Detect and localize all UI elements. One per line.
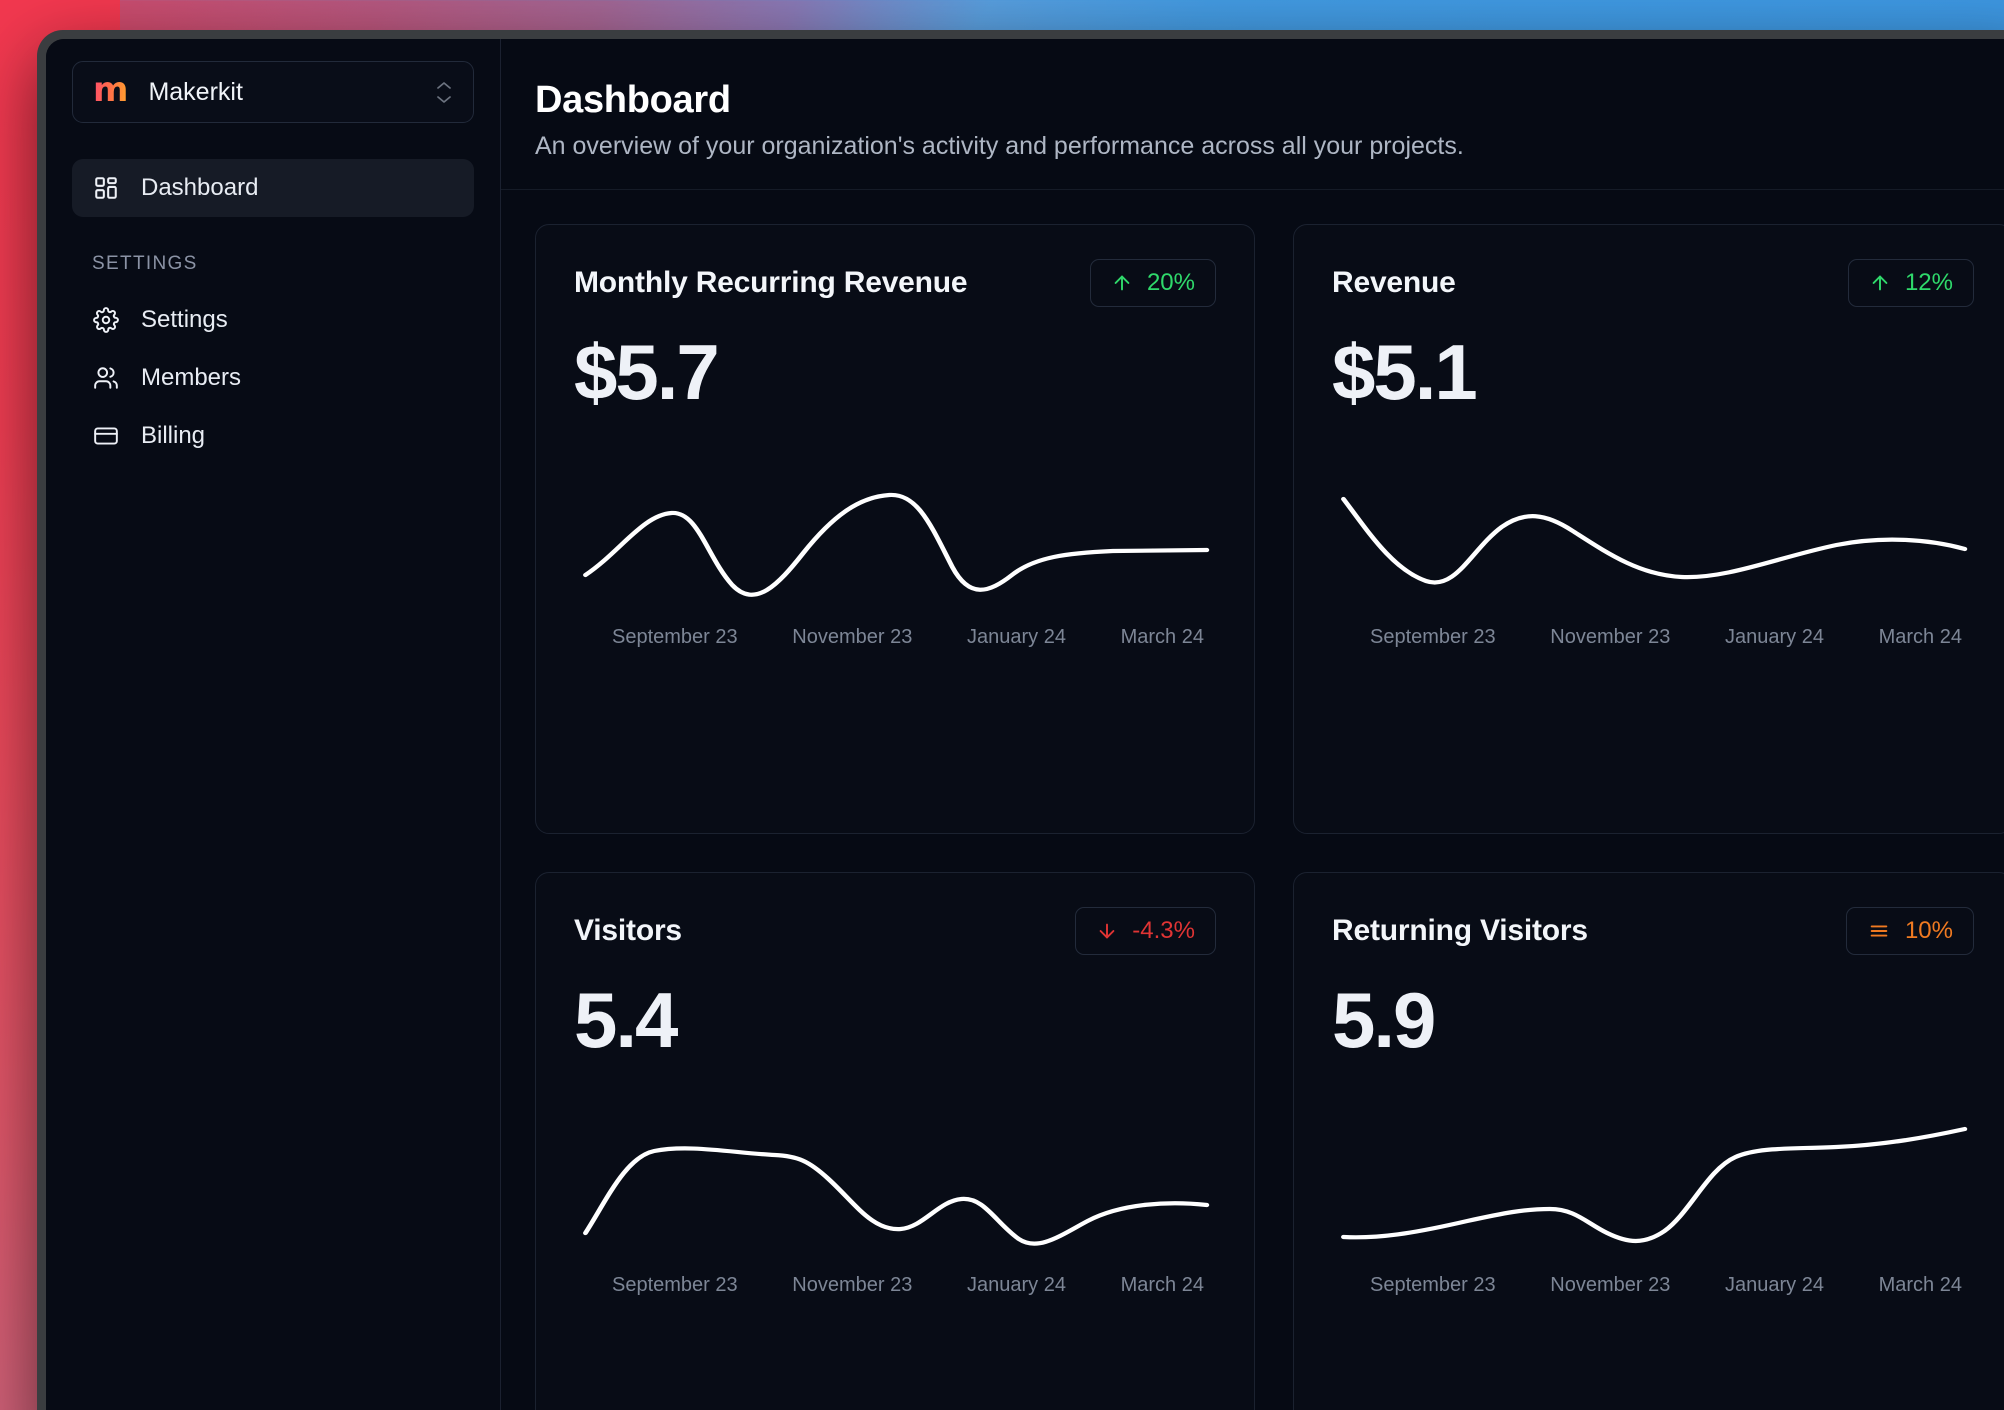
app-window: m Makerkit [37, 30, 2004, 1410]
badge-value: 10% [1904, 917, 1953, 944]
metric-card-monthly-recurring-revenue: Monthly Recurring Revenue 20% $5.7 Sep [535, 224, 1255, 834]
sidebar-item-label: Dashboard [141, 174, 259, 201]
card-value: $5.1 [1332, 328, 1478, 416]
card-value: 5.9 [1332, 976, 1436, 1064]
main-content: Dashboard An overview of your organizati… [501, 39, 2004, 1410]
page-header: Dashboard An overview of your organizati… [501, 39, 2004, 190]
chart-x-axis: September 23 November 23 January 24 Marc… [574, 612, 1216, 649]
sparkline-chart [1332, 1105, 1974, 1260]
badge-value: -4.3% [1132, 917, 1195, 944]
card-title: Monthly Recurring Revenue [574, 266, 968, 299]
axis-label: November 23 [1550, 626, 1671, 648]
badge-value: 20% [1146, 269, 1195, 296]
team-switcher[interactable]: m Makerkit [72, 61, 474, 123]
arrow-up-icon [1114, 275, 1130, 291]
axis-label: November 23 [792, 626, 913, 648]
card-title: Visitors [574, 914, 682, 947]
sidebar-item-label: Members [141, 364, 242, 391]
makerkit-logo-icon: m [93, 70, 129, 110]
sidebar-item-label: Billing [141, 422, 206, 449]
sidebar-item-settings[interactable]: Settings [72, 291, 474, 349]
team-name: Makerkit [148, 77, 243, 106]
credit-card-icon [92, 423, 119, 450]
metric-cards-grid: Monthly Recurring Revenue 20% $5.7 Sep [501, 190, 2004, 1410]
sidebar-nav: Dashboard SETTINGS Settings [46, 159, 500, 465]
axis-label: September 23 [1370, 626, 1496, 648]
arrow-up-icon [1872, 275, 1888, 291]
axis-label: March 24 [1120, 626, 1204, 648]
sidebar: m Makerkit [46, 39, 501, 1410]
axis-label: September 23 [612, 1274, 738, 1296]
sidebar-section-label: SETTINGS [92, 253, 198, 274]
axis-label: September 23 [612, 626, 738, 648]
card-value: $5.7 [574, 328, 720, 416]
axis-label: January 24 [966, 626, 1066, 648]
users-icon [92, 365, 119, 392]
axis-label: November 23 [792, 1274, 913, 1296]
gear-icon [92, 307, 119, 334]
axis-label: March 24 [1878, 626, 1962, 648]
card-title: Returning Visitors [1332, 914, 1588, 947]
sidebar-item-billing[interactable]: Billing [72, 407, 474, 465]
chart-x-axis: September 23 November 23 January 24 Marc… [1332, 612, 1974, 649]
status-badge: 20% [1089, 259, 1216, 307]
flat-lines-icon [1870, 925, 1888, 937]
chart-x-axis: September 23 November 23 January 24 Marc… [1332, 1260, 1974, 1297]
arrow-down-icon [1099, 923, 1115, 939]
axis-label: January 24 [1724, 1274, 1824, 1296]
sparkline-chart [574, 457, 1216, 612]
status-badge: 12% [1847, 259, 1974, 307]
chevron-up-down-icon[interactable] [435, 81, 453, 104]
sparkline-chart [574, 1105, 1216, 1260]
sparkline-chart [1332, 457, 1974, 612]
dashboard-grid-icon [92, 175, 119, 202]
axis-label: January 24 [966, 1274, 1066, 1296]
metric-card-visitors: Visitors -4.3% 5.4 September 23 [535, 872, 1255, 1410]
page-subtitle: An overview of your organization's activ… [535, 132, 1464, 160]
axis-label: March 24 [1120, 1274, 1204, 1296]
chart-x-axis: September 23 November 23 January 24 Marc… [574, 1260, 1216, 1297]
card-value: 5.4 [574, 976, 678, 1064]
metric-card-revenue: Revenue 12% $5.1 September 23 [1293, 224, 2004, 834]
sidebar-item-members[interactable]: Members [72, 349, 474, 407]
axis-label: January 24 [1724, 626, 1824, 648]
axis-label: September 23 [1370, 1274, 1496, 1296]
badge-value: 12% [1904, 269, 1953, 296]
card-title: Revenue [1332, 266, 1456, 299]
status-badge: -4.3% [1075, 907, 1216, 955]
axis-label: March 24 [1878, 1274, 1962, 1296]
sidebar-item-label: Settings [141, 306, 228, 333]
sidebar-item-dashboard[interactable]: Dashboard [72, 159, 474, 217]
page-title: Dashboard [535, 79, 731, 121]
metric-card-returning-visitors: Returning Visitors 10% 5.9 September 2 [1293, 872, 2004, 1410]
axis-label: November 23 [1550, 1274, 1671, 1296]
status-badge: 10% [1845, 907, 1974, 955]
